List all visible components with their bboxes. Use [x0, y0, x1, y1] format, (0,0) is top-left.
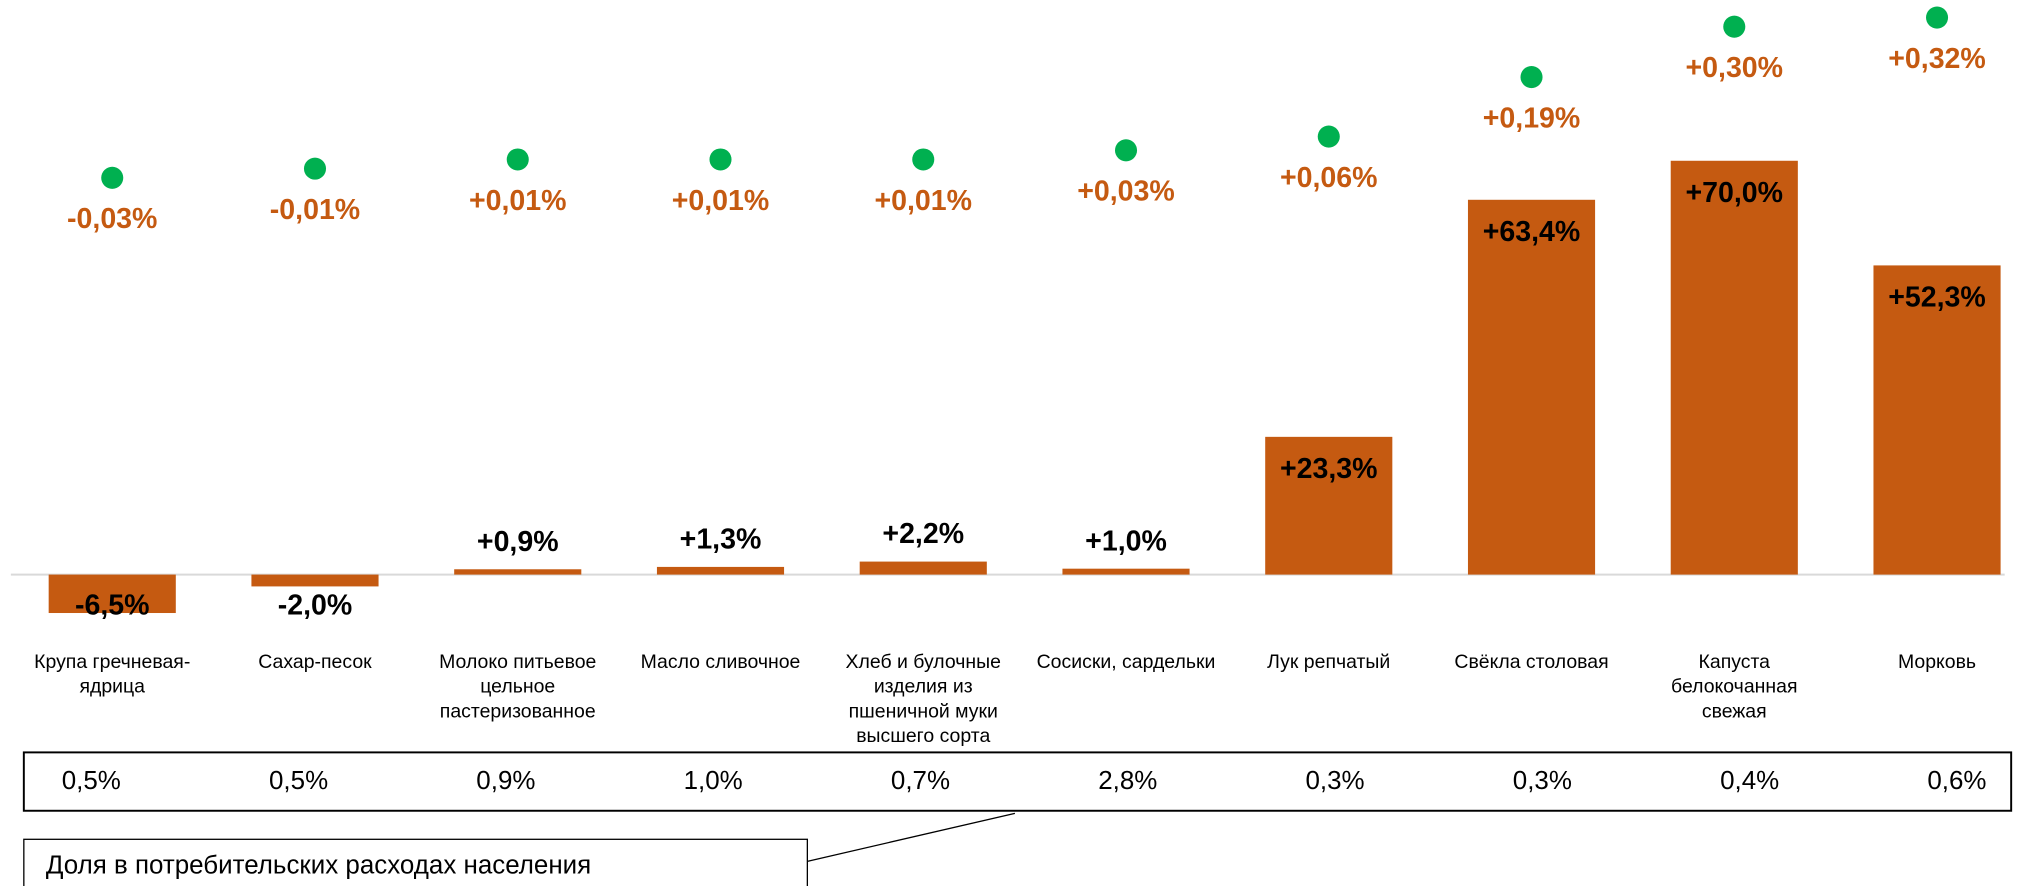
- bar: [859, 561, 987, 575]
- share-label: 0,5%: [62, 767, 121, 795]
- share-label: 2,8%: [1098, 767, 1157, 795]
- x-tick-label: Хлеб и булочные изделия из пшеничной мук…: [845, 651, 1001, 748]
- annotation: Доля в потребительских расходах населени…: [46, 851, 591, 879]
- bar: [1873, 265, 2001, 575]
- dot: [506, 148, 529, 171]
- share-label: 0,3%: [1513, 767, 1572, 795]
- x-tick-label-box: Капуста белокочанная свежая: [1671, 651, 1798, 723]
- share-label: 0,4%: [1720, 767, 1779, 795]
- bar-label: -6,5%: [75, 590, 149, 622]
- share-label: 0,9%: [476, 767, 535, 795]
- dot: [303, 157, 327, 180]
- bar-label: -2,0%: [278, 590, 352, 622]
- x-tick-label-box: Масло сливочное: [640, 651, 801, 674]
- dot: [1114, 139, 1138, 162]
- x-tick-label: Крупа гречневая-ядрица: [34, 651, 191, 698]
- dot-label: +0,32%: [1888, 43, 1986, 75]
- x-tick-label-box: Морковь: [1897, 651, 1977, 674]
- x-tick-label: Свёкла столовая: [1454, 651, 1609, 674]
- share-label: 0,5%: [269, 767, 328, 795]
- x-tick-label-box: Сосиски, сардельки: [1036, 651, 1216, 674]
- dot: [101, 166, 124, 189]
- dot-label: -0,03%: [67, 203, 157, 235]
- bar-label: +1,0%: [1085, 525, 1167, 557]
- dot: [1926, 6, 1949, 29]
- annotation-box: [23, 838, 808, 886]
- x-tick-label: Лук репчатый: [1267, 651, 1391, 674]
- dot-label: +0,03%: [1077, 176, 1175, 208]
- share-box: [22, 751, 2013, 812]
- share-label: 0,3%: [1305, 767, 1364, 795]
- annotation-leader: [807, 812, 1016, 862]
- x-tick-label: Капуста белокочанная свежая: [1671, 651, 1798, 723]
- x-tick-label-box: Молоко питьевое цельное пастеризованное: [439, 651, 597, 723]
- x-tick-label-box: Сахар-песок: [258, 651, 372, 674]
- x-tick-label-box: Крупа гречневая-ядрица: [34, 651, 191, 698]
- dot-label: +0,01%: [469, 185, 567, 217]
- dot-label: +0,01%: [672, 185, 770, 217]
- bar-label: +52,3%: [1888, 282, 1986, 314]
- bar-label: +70,0%: [1686, 177, 1784, 209]
- dot-label: -0,01%: [270, 194, 360, 226]
- bar: [1062, 568, 1190, 575]
- dot: [1520, 66, 1543, 89]
- dot-label: +0,30%: [1686, 52, 1784, 84]
- dot-label: +0,06%: [1280, 162, 1378, 194]
- x-tick-label-box: Свёкла столовая: [1454, 651, 1609, 674]
- bar-label: +2,2%: [882, 518, 964, 550]
- x-tick-label-box: Хлеб и булочные изделия из пшеничной мук…: [845, 651, 1001, 748]
- share-label: 1,0%: [684, 767, 743, 795]
- bar: [1670, 160, 1798, 575]
- dot: [912, 148, 935, 171]
- bar: [1467, 199, 1596, 575]
- bar: [48, 574, 176, 614]
- x-tick-label: Масло сливочное: [640, 651, 801, 674]
- bar: [454, 569, 582, 575]
- bar-label: +1,3%: [680, 523, 762, 555]
- dot: [1723, 15, 1746, 38]
- dot: [709, 148, 732, 171]
- x-tick-label: Морковь: [1897, 651, 1977, 674]
- bar-label: +63,4%: [1483, 216, 1581, 248]
- dot-label: +0,19%: [1483, 102, 1581, 134]
- x-tick-label: Сосиски, сардельки: [1036, 651, 1216, 674]
- x-tick-label-box: Лук репчатый: [1267, 651, 1391, 674]
- bar: [1265, 436, 1393, 575]
- x-tick-label: Молоко питьевое цельное пастеризованное: [439, 651, 597, 723]
- dot: [1317, 125, 1340, 148]
- share-label: 0,7%: [891, 767, 950, 795]
- bar-label: +23,3%: [1280, 453, 1378, 485]
- share-label: 0,6%: [1927, 767, 1986, 795]
- bar: [656, 566, 785, 575]
- bar: [251, 574, 379, 587]
- bar-label: +0,9%: [477, 526, 559, 558]
- dot-label: +0,01%: [874, 185, 972, 217]
- x-tick-label: Сахар-песок: [258, 651, 372, 674]
